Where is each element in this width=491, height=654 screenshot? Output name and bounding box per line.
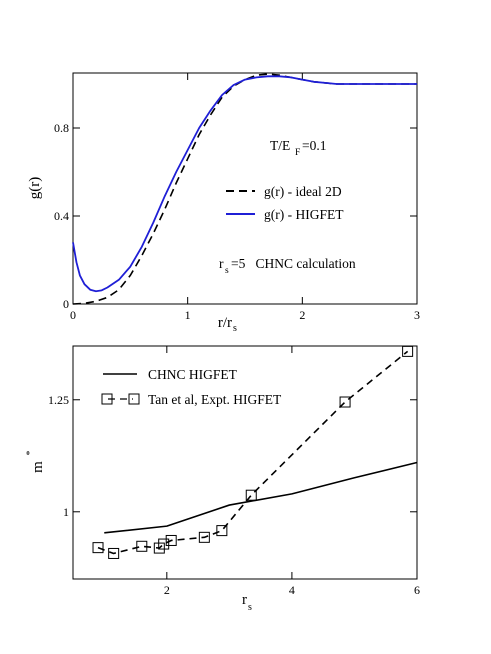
panel-gr-series bbox=[72, 73, 417, 305]
data-point-marker bbox=[108, 547, 120, 559]
data-point-marker bbox=[339, 396, 351, 408]
legend-marker-left bbox=[101, 393, 113, 405]
y-tick-label: 0 bbox=[63, 297, 69, 311]
data-point-marker bbox=[198, 531, 210, 543]
y-tick-label: 0.8 bbox=[54, 121, 69, 135]
y-tick-label: 1 bbox=[63, 505, 69, 519]
temp-prefix: T/E bbox=[270, 138, 290, 153]
temp-sub: F bbox=[295, 148, 300, 158]
legend-marker-right bbox=[128, 393, 140, 405]
y-tick-label: 0.4 bbox=[54, 209, 69, 223]
data-point-marker bbox=[153, 542, 165, 554]
rs-prefix: r bbox=[219, 256, 224, 271]
data-point-marker bbox=[245, 489, 257, 501]
panel-mass-series bbox=[92, 345, 418, 559]
legend-label-chnc-higfet: CHNC HIGFET bbox=[148, 367, 238, 382]
legend-label-tan-expt: Tan et al, Expt. HIGFET bbox=[148, 392, 282, 407]
data-point-marker bbox=[158, 538, 170, 550]
x-tick-label: 0 bbox=[70, 308, 76, 322]
panel-gr-ticks: 0 1 2 3 0 0.4 0.8 bbox=[54, 73, 420, 322]
y-tick-label: 1.25 bbox=[48, 393, 69, 407]
data-point-marker bbox=[165, 534, 177, 546]
data-point-marker bbox=[402, 345, 414, 357]
series-line bbox=[104, 461, 418, 534]
rs-annotation: r s =5 CHNC calculation bbox=[219, 256, 356, 276]
x-axis-label-sub: s bbox=[248, 602, 252, 613]
panel-mass-y-axis-label: m * bbox=[25, 451, 46, 473]
x-tick-label: 1 bbox=[185, 308, 191, 322]
panel-gr: 0 1 2 3 0 0.4 0.8 r/r s g(r) T/E F =0.1 r s =5… bbox=[27, 72, 420, 334]
panel-mass-frame bbox=[72, 345, 418, 580]
legend-label-higfet: g(r) - HIGFET bbox=[264, 207, 344, 222]
temperature-annotation: T/E F =0.1 bbox=[270, 138, 327, 158]
series-line bbox=[72, 75, 417, 293]
x-tick-label: 2 bbox=[164, 583, 170, 597]
data-point-marker bbox=[136, 540, 148, 552]
panel-mass-x-axis-label: r s bbox=[242, 592, 252, 613]
y-axis-label-main: m bbox=[30, 461, 46, 473]
panel-mass: 2 4 6 1 1.25 r s m * CHNC HIGFET Tan et al, … bbox=[25, 345, 420, 613]
legend-label-ideal-2d: g(r) - ideal 2D bbox=[264, 184, 342, 199]
panel-mass-ticks: 2 4 6 1 1.25 bbox=[48, 346, 420, 597]
rs-suffix: =5 CHNC calculation bbox=[231, 256, 356, 271]
y-axis-label: g(r) bbox=[27, 177, 43, 200]
x-axis-label-sub: s bbox=[233, 323, 237, 334]
panel-gr-frame bbox=[72, 72, 418, 305]
data-point-marker bbox=[92, 542, 104, 554]
x-tick-label: 2 bbox=[299, 308, 305, 322]
data-point-marker bbox=[216, 525, 228, 537]
x-tick-label: 4 bbox=[289, 583, 295, 597]
panel-gr-legend: g(r) - ideal 2D g(r) - HIGFET bbox=[226, 184, 344, 222]
y-axis-label-sup: * bbox=[25, 451, 36, 456]
series-line bbox=[72, 73, 417, 305]
panel-mass-legend: CHNC HIGFET Tan et al, Expt. HIGFET bbox=[101, 367, 282, 407]
panel-gr-x-axis-label: r/r s bbox=[218, 315, 237, 334]
x-tick-label: 6 bbox=[414, 583, 420, 597]
x-axis-label-main: r bbox=[242, 592, 247, 608]
x-axis-label-main: r/r bbox=[218, 315, 232, 331]
series-line bbox=[97, 350, 409, 555]
x-tick-label: 3 bbox=[414, 308, 420, 322]
rs-sub: s bbox=[225, 266, 229, 276]
temp-suffix: =0.1 bbox=[302, 138, 327, 153]
